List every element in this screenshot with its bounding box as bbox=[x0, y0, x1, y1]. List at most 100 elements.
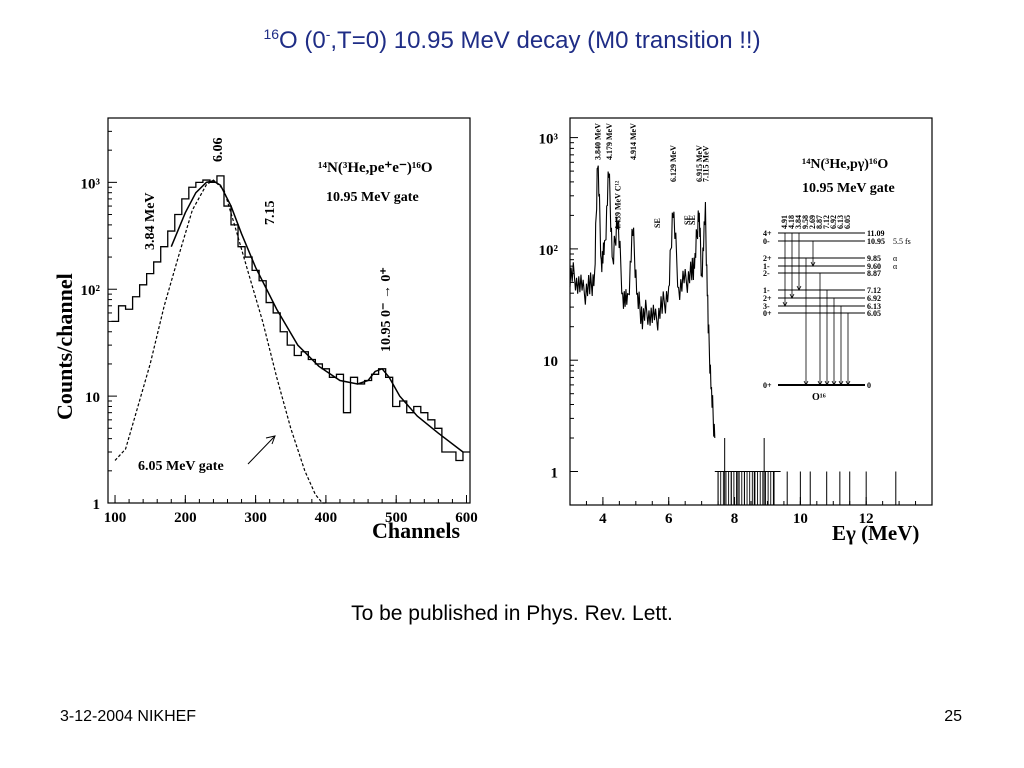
left-x-tick-label: 100 bbox=[104, 510, 127, 526]
right-spectrum-line bbox=[569, 165, 716, 439]
gamma-arrowhead bbox=[796, 285, 802, 291]
left-annot-606: 6.06 bbox=[211, 138, 226, 163]
gamma-energy-label: 7.12 bbox=[822, 215, 831, 229]
left-gate-curve bbox=[114, 179, 326, 504]
page-number: 25 bbox=[944, 708, 962, 725]
left-annot-384: 3.84 MeV bbox=[143, 192, 158, 250]
left-spectrum-chart: 100 200 300 400 500 600 1 10 10² 10³ Counts/chann… bbox=[52, 117, 478, 543]
level-note: α bbox=[893, 262, 898, 271]
level-spin-parity: 2+ bbox=[763, 254, 772, 263]
right-peak-label: 7.115 MeV bbox=[701, 145, 710, 182]
left-x-tick-label: 200 bbox=[174, 510, 197, 526]
level-energy: 11.09 bbox=[867, 229, 885, 238]
footer-date-institute: 3-12-2004 NIKHEF bbox=[60, 708, 197, 725]
gamma-energy-label: 8.87 bbox=[815, 215, 824, 229]
left-ylabel: Counts/channel bbox=[52, 273, 77, 420]
level-spin-parity: 2- bbox=[763, 269, 770, 278]
right-x-tick-label: 6 bbox=[665, 511, 673, 527]
slide-title: 16O (0-,T=0) 10.95 MeV decay (M0 transit… bbox=[0, 26, 1024, 55]
gamma-energy-label: 9.58 bbox=[801, 215, 810, 229]
right-peak-label: 6.915 MeV bbox=[695, 145, 704, 182]
right-x-tick-label: 4 bbox=[599, 511, 607, 527]
right-peak-label: SE bbox=[683, 215, 692, 225]
right-y-tick-label: 10³ bbox=[539, 132, 559, 148]
level-scheme: 4+ 11.09 0- 10.95 5.5 fs 2+ 9.85 α 1- 9.60 α 2- 8.87… bbox=[763, 215, 911, 403]
level-spin-parity: 4+ bbox=[763, 229, 772, 238]
left-gate-arrowhead bbox=[265, 435, 276, 445]
caption: To be published in Phys. Rev. Lett. bbox=[351, 602, 673, 625]
level-spin-parity: 0+ bbox=[763, 309, 772, 318]
gamma-arrowhead bbox=[838, 380, 844, 386]
gamma-energy-label: 6.13 bbox=[836, 215, 845, 229]
right-y-tick-label: 10 bbox=[543, 354, 558, 370]
level-energy: 0 bbox=[867, 381, 871, 390]
gamma-energy-label: 3.84 bbox=[794, 215, 803, 229]
right-x-tick-label: 10 bbox=[793, 511, 808, 527]
right-peak-label: 4.439 MeV C¹² bbox=[613, 180, 622, 230]
right-peak-label: 6.129 MeV bbox=[669, 145, 678, 182]
level-scheme-nucleus: O¹⁶ bbox=[812, 392, 826, 403]
title-rest: ,T=0) 10.95 MeV decay (M0 transition !!) bbox=[330, 27, 761, 54]
left-histogram bbox=[111, 175, 470, 462]
gamma-arrowhead bbox=[782, 301, 788, 307]
left-xlabel: Channels bbox=[372, 518, 460, 543]
gamma-arrowhead bbox=[803, 380, 809, 386]
right-x-tick-label: 12 bbox=[859, 511, 874, 527]
gamma-energy-label: 2.69 bbox=[808, 215, 817, 229]
left-reaction-label: ¹⁴N(³He,pe⁺e⁻)¹⁶O bbox=[318, 160, 433, 176]
left-annot-gate: 6.05 MeV gate bbox=[138, 459, 224, 474]
level-spin-parity: 1- bbox=[763, 286, 770, 295]
left-x-tick-label: 300 bbox=[244, 510, 267, 526]
right-peak-label: 3.840 MeV bbox=[594, 123, 603, 160]
left-x-tick-label: 600 bbox=[455, 510, 478, 526]
right-peak-label: SE bbox=[688, 215, 697, 225]
gamma-arrowhead bbox=[789, 293, 795, 299]
right-gate-label: 10.95 MeV gate bbox=[802, 181, 895, 196]
right-peak-label: SE bbox=[653, 218, 662, 228]
gamma-arrowhead bbox=[845, 380, 851, 386]
level-note: 5.5 fs bbox=[893, 237, 911, 246]
level-energy: 6.05 bbox=[867, 309, 881, 318]
left-annot-715: 7.15 bbox=[263, 201, 278, 226]
left-x-tick-label: 500 bbox=[385, 510, 408, 526]
left-gate-arrow bbox=[247, 435, 276, 465]
left-y-tick-label: 10³ bbox=[81, 176, 101, 192]
left-plot-frame bbox=[107, 117, 471, 504]
left-y-tick-label: 10 bbox=[85, 390, 100, 406]
level-energy: 9.60 bbox=[867, 262, 881, 271]
gamma-energy-label: 4.18 bbox=[787, 215, 796, 229]
left-fit-curve bbox=[170, 180, 464, 453]
gamma-arrowhead bbox=[824, 380, 830, 386]
gamma-energy-label: 6.05 bbox=[843, 215, 852, 229]
level-spin-parity: 2+ bbox=[763, 294, 772, 303]
gamma-energy-label: 4.91 bbox=[780, 215, 789, 229]
gamma-arrowhead bbox=[831, 380, 837, 386]
right-xlabel: Eγ (MeV) bbox=[832, 521, 919, 545]
gamma-arrowhead bbox=[817, 380, 823, 386]
right-y-tick-label: 10² bbox=[539, 243, 559, 259]
right-spectrum-chart: 4 6 8 10 12 1 10 10² 10³ 3.840 MeV 4.179 MeV 4.439… bbox=[539, 117, 933, 545]
level-energy: 7.12 bbox=[867, 286, 881, 295]
level-energy: 9.85 bbox=[867, 254, 881, 263]
level-energy: 6.92 bbox=[867, 294, 881, 303]
right-peak-label: 4.914 MeV bbox=[629, 123, 638, 160]
left-x-tick-label: 400 bbox=[315, 510, 338, 526]
left-annot-1095: 10.95 0⁻ → 0⁺ bbox=[379, 267, 394, 352]
level-energy: 10.95 bbox=[867, 237, 885, 246]
right-y-tick-label: 1 bbox=[551, 465, 559, 481]
level-energy: 6.13 bbox=[867, 302, 881, 311]
title-parity: - bbox=[325, 26, 331, 42]
left-y-tick-label: 10² bbox=[81, 283, 101, 299]
gamma-energy-label: 6.92 bbox=[829, 215, 838, 229]
level-spin-parity: 0- bbox=[763, 237, 770, 246]
level-note: α bbox=[893, 254, 898, 263]
left-gate-label: 10.95 MeV gate bbox=[326, 190, 419, 205]
right-x-tick-label: 8 bbox=[731, 511, 739, 527]
title-main: O (0 bbox=[279, 27, 326, 54]
right-peak-label: 4.179 MeV bbox=[605, 123, 614, 160]
right-reaction-label: ¹⁴N(³He,pγ)¹⁶O bbox=[802, 157, 888, 172]
level-energy: 8.87 bbox=[867, 269, 881, 278]
gamma-arrowhead bbox=[810, 261, 816, 267]
left-y-tick-label: 1 bbox=[93, 497, 101, 513]
level-spin-parity: 0+ bbox=[763, 381, 772, 390]
